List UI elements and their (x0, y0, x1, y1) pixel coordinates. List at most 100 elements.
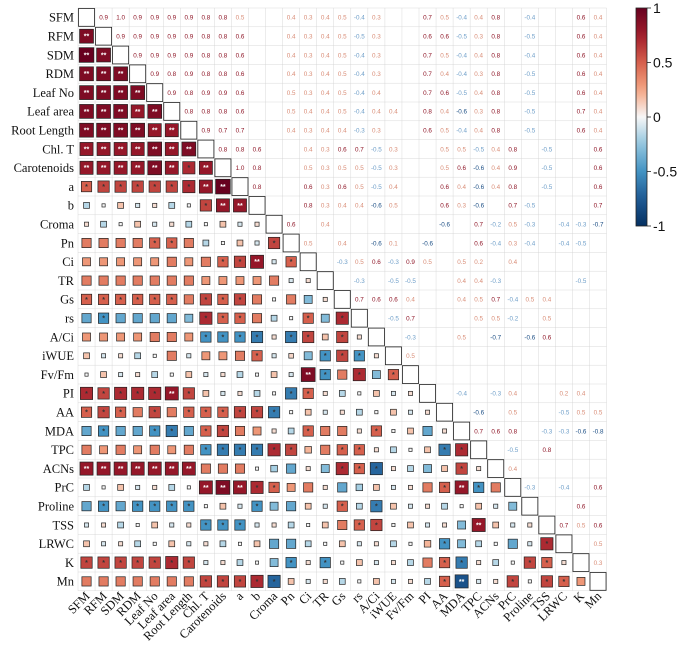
coef-value: 0.7 (474, 222, 483, 229)
coef-value: 0.9 (184, 71, 193, 78)
coef-value: -0.5 (371, 165, 382, 172)
coef-value: 0.6 (236, 71, 245, 78)
significance-mark: * (153, 391, 156, 398)
corr-square (286, 538, 297, 549)
corr-square (356, 408, 363, 416)
corr-square (118, 541, 124, 547)
coef-value: 0.8 (491, 90, 500, 97)
diagonal-cell (419, 384, 436, 403)
corr-square (82, 257, 91, 267)
coef-value: 0.5 (304, 165, 313, 172)
coef-value: -0.6 (439, 222, 450, 229)
coef-value: 0.4 (355, 203, 364, 210)
significance-mark: * (102, 410, 105, 417)
coef-value: 0.3 (304, 15, 313, 22)
corr-square (234, 350, 245, 361)
significance-mark: ** (101, 466, 107, 473)
corr-square (285, 443, 298, 456)
corr-square (267, 574, 281, 588)
coef-value: 0.6 (577, 504, 586, 511)
significance-mark: * (341, 466, 344, 473)
coef-value: -0.3 (541, 428, 552, 435)
corr-square (166, 576, 177, 587)
corr-square (233, 443, 247, 456)
corr-square (186, 203, 191, 208)
corr-square (84, 522, 89, 528)
corr-square (353, 444, 365, 456)
coef-value: 0.3 (304, 71, 313, 78)
corr-square (237, 390, 243, 396)
corr-square (181, 461, 196, 476)
corr-square (130, 142, 145, 156)
coef-value: 0.6 (253, 146, 262, 153)
corr-square (442, 522, 447, 528)
corr-square (289, 410, 294, 415)
coef-value: -0.5 (558, 410, 569, 417)
coef-value: 0.3 (372, 71, 381, 78)
corr-square (321, 521, 329, 529)
corr-square (217, 406, 229, 418)
corr-square (439, 481, 451, 493)
corr-square (97, 406, 110, 419)
coef-value: -0.4 (558, 485, 569, 492)
corr-square (115, 313, 126, 324)
corr-square (439, 538, 451, 550)
coef-value: -0.6 (473, 184, 484, 191)
coef-value: 0.9 (201, 128, 210, 135)
significance-mark: * (222, 259, 225, 266)
diagonal-cell (350, 308, 368, 328)
coef-value: 0.4 (594, 128, 603, 135)
diagonal-cell (453, 421, 471, 441)
coef-value: -0.4 (524, 52, 535, 59)
coef-value: 0.5 (287, 90, 296, 97)
corr-square (408, 484, 413, 490)
corr-square (457, 520, 466, 530)
corr-square (203, 560, 209, 566)
corr-square (130, 461, 145, 476)
corr-square (323, 541, 328, 546)
corr-square (117, 202, 124, 209)
coef-value: 0.8 (508, 146, 517, 153)
significance-mark: ** (476, 522, 482, 529)
corr-square (216, 575, 229, 588)
coef-value: -0.3 (576, 222, 587, 229)
significance-mark: * (307, 334, 310, 341)
corr-square (78, 47, 95, 63)
corr-square (391, 560, 396, 566)
coef-value: 0.6 (338, 184, 347, 191)
significance-mark: * (239, 316, 242, 323)
coef-value: 0.5 (474, 297, 483, 304)
corr-square (322, 390, 328, 396)
corr-square (408, 578, 413, 584)
corr-square (476, 560, 482, 566)
corr-square (390, 502, 397, 510)
coef-value: -0.4 (354, 109, 365, 116)
coef-value: -0.6 (576, 428, 587, 435)
corr-square (304, 408, 312, 416)
corr-square (576, 577, 586, 586)
corr-square (80, 556, 93, 569)
corr-square (115, 406, 127, 418)
corr-square (98, 293, 110, 305)
corr-square (236, 239, 244, 247)
corr-square (390, 540, 397, 548)
corr-square (96, 142, 111, 156)
corr-square (79, 160, 94, 175)
significance-mark: * (136, 560, 139, 567)
corr-square (288, 372, 294, 378)
corr-square (166, 332, 177, 342)
corr-square (424, 446, 431, 454)
coef-value: -0.3 (524, 222, 535, 229)
significance-mark: * (511, 579, 514, 586)
corr-square (168, 202, 176, 209)
coef-value: 0.5 (440, 165, 449, 172)
significance-mark: * (102, 184, 105, 191)
coef-value: 0.8 (491, 15, 500, 22)
corr-square (98, 238, 109, 248)
corr-square (184, 257, 194, 267)
coef-value: -0.4 (524, 240, 535, 247)
coef-value: 0.5 (338, 165, 347, 172)
corr-square (135, 202, 141, 208)
coef-value: 0.5 (440, 15, 449, 22)
